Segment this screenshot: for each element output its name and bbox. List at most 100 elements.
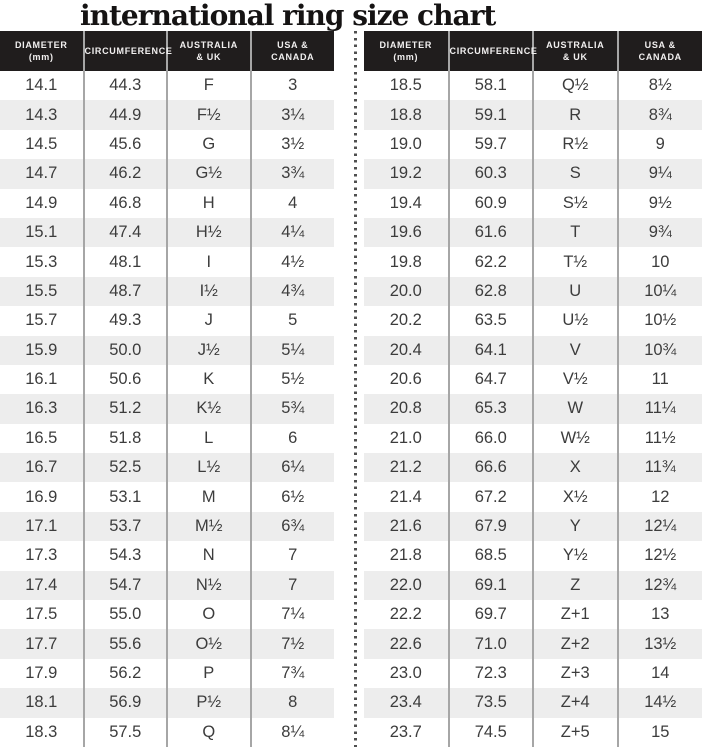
- table-cell: 12½: [616, 541, 702, 571]
- table-cell: 69.7: [447, 600, 533, 630]
- table-cell: K: [166, 364, 251, 395]
- table-cell: 17.1: [25, 517, 58, 536]
- table-cell: 3¾: [249, 159, 334, 189]
- table-cell: 15.3: [25, 252, 58, 271]
- table-row: 22.0 69.1 Z 12¾: [364, 570, 702, 601]
- table-row: 20.6 64.7 V½ 11: [364, 364, 702, 395]
- column-header-line: CIRCUMFERENCE: [449, 46, 538, 56]
- table-cell: 23.7: [389, 722, 422, 741]
- table-cell: 22.6: [389, 634, 422, 653]
- table-cell: 60.9: [447, 188, 533, 218]
- table-cell: J½: [166, 335, 251, 365]
- table-body-right: 18.5 58.1 Q½ 8½ 18.8 59.1 R 8¾ 19.0 59.7 R½ 9 19.2 60…: [364, 71, 702, 747]
- table-cell: 13: [616, 600, 702, 630]
- table-cell: 13½: [616, 629, 702, 659]
- table-cell: 4¾: [249, 276, 334, 307]
- table-cell: S½: [532, 188, 618, 218]
- table-cell: 55.6: [82, 629, 167, 659]
- table-cell: 6¼: [249, 453, 334, 483]
- table-row: 22.6 71.0 Z+2 13½: [364, 629, 702, 659]
- table-cell: 16.5: [25, 428, 58, 447]
- table-cell: 18.1: [25, 693, 58, 712]
- table-row: 20.8 65.3 W 11¼: [364, 394, 702, 424]
- table-cell: 12¼: [616, 511, 702, 542]
- table-cell: 19.2: [389, 164, 422, 183]
- table-cell: 12: [616, 482, 702, 512]
- column-header-line: DIAMETER: [379, 40, 433, 50]
- table-row: 23.4 73.5 Z+4 14½: [364, 688, 702, 718]
- table-cell: 66.6: [447, 453, 533, 483]
- table-row: 14.9 46.8 H 4: [0, 188, 334, 218]
- table-cell: Q½: [532, 71, 618, 101]
- table-cell: Q: [166, 717, 251, 747]
- column-header-line: & UK: [196, 52, 222, 62]
- table-cell: 23.4: [389, 693, 422, 712]
- table-body-left: 14.1 44.3 F 3 14.3 44.9 F½ 3¼ 14.5 45.6 G 3½ 14.7 46.…: [0, 71, 334, 747]
- table-row: 18.5 58.1 Q½ 8½: [364, 71, 702, 101]
- table-cell: 8: [249, 688, 334, 718]
- table-cell: W: [532, 394, 618, 424]
- table-cell: 69.1: [447, 570, 533, 601]
- table-cell: 55.0: [82, 600, 167, 630]
- table-row: 15.7 49.3 J 5: [0, 306, 334, 336]
- table-cell: R½: [532, 129, 618, 160]
- table-cell: 10½: [616, 306, 702, 336]
- table-cell: Z+3: [532, 658, 618, 689]
- column-header: AUSTRALIA & UK: [166, 31, 251, 71]
- table-cell: 10¼: [616, 276, 702, 307]
- table-cell: 60.3: [447, 159, 533, 189]
- table-cell: 21.8: [389, 546, 422, 565]
- table-cell: 19.4: [389, 193, 422, 212]
- table-cell: 8¼: [249, 717, 334, 747]
- table-cell: 56.2: [82, 658, 167, 689]
- table-cell: 9¾: [616, 217, 702, 248]
- table-cell: 56.9: [82, 688, 167, 718]
- table-cell: 54.3: [82, 541, 167, 571]
- table-cell: 50.0: [82, 335, 167, 365]
- table-cell: Y: [532, 511, 618, 542]
- table-cell: 14.3: [25, 105, 58, 124]
- table-cell: 23.0: [389, 664, 422, 682]
- table-cell: Z+5: [532, 717, 618, 747]
- table-cell: 15.7: [25, 311, 58, 330]
- table-cell: 6¾: [249, 511, 334, 542]
- table-row: 22.2 69.7 Z+1 13: [364, 600, 702, 630]
- ring-size-table-left: DIAMETER (mm) CIRCUMFERENCE AUSTRALIA & UK US…: [0, 31, 334, 747]
- column-header-line: CIRCUMFERENCE: [84, 46, 173, 56]
- table-cell: S: [532, 159, 618, 189]
- table-cell: 22.2: [389, 605, 422, 624]
- table-cell: K½: [166, 394, 251, 424]
- table-cell: 15.9: [25, 340, 58, 359]
- table-cell: M½: [166, 511, 251, 542]
- table-cell: J: [166, 306, 251, 336]
- table-cell: 46.2: [82, 159, 167, 189]
- column-header-line: AUSTRALIA: [179, 40, 238, 50]
- table-cell: T½: [532, 247, 618, 277]
- table-cell: 18.5: [389, 76, 422, 95]
- table-cell: 48.7: [82, 276, 167, 307]
- table-row: 15.5 48.7 I½ 4¾: [0, 276, 334, 307]
- table-row: 19.8 62.2 T½ 10: [364, 247, 702, 277]
- tables-container: DIAMETER (mm) CIRCUMFERENCE AUSTRALIA & UK US…: [0, 31, 702, 747]
- column-header: USA & CANADA: [616, 31, 702, 71]
- table-row: 17.3 54.3 N 7: [0, 541, 334, 571]
- table-cell: 15: [616, 717, 702, 747]
- table-cell: 16.3: [25, 399, 58, 418]
- table-cell: 59.7: [447, 129, 533, 160]
- table-row: 14.7 46.2 G½ 3¾: [0, 159, 334, 189]
- table-row: 14.3 44.9 F½ 3¼: [0, 100, 334, 130]
- table-cell: 51.2: [82, 394, 167, 424]
- table-cell: Y½: [532, 541, 618, 571]
- table-cell: Z: [532, 570, 618, 601]
- table-cell: 52.5: [82, 453, 167, 483]
- table-cell: V½: [532, 364, 618, 395]
- table-row: 15.9 50.0 J½ 5¼: [0, 335, 334, 365]
- table-cell: 21.0: [389, 428, 422, 447]
- table-cell: 48.1: [82, 247, 167, 277]
- table-cell: 62.8: [447, 276, 533, 307]
- table-cell: 64.1: [447, 335, 533, 365]
- table-cell: F½: [166, 100, 251, 130]
- table-cell: I: [166, 247, 251, 277]
- column-header-line: USA &: [277, 40, 309, 50]
- table-cell: 15.5: [25, 281, 58, 300]
